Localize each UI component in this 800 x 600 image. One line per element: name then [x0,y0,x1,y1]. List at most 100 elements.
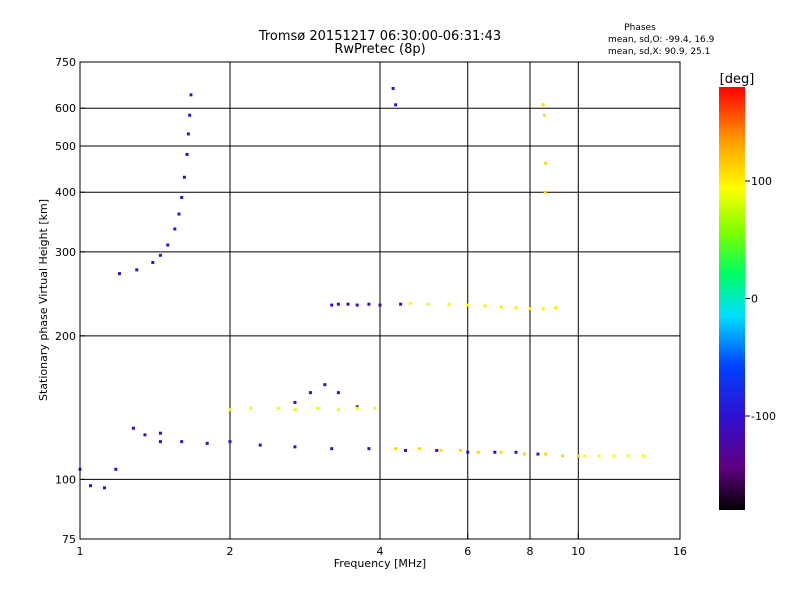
data-point [493,450,497,454]
phases-x-line: mean, sd,X: 90.9, 25.1 [608,47,710,57]
data-point [135,268,139,272]
data-point [330,447,334,451]
data-point [373,406,377,410]
data-point [514,450,518,454]
data-point [403,448,407,452]
data-point [308,391,312,395]
y-tick-label: 100 [55,473,76,486]
data-point [447,302,451,306]
data-point [544,452,548,456]
data-point [182,175,186,179]
data-point [476,450,480,454]
data-point [158,440,162,444]
data-point [576,454,580,458]
data-points [78,86,645,490]
chart-title: Tromsø 20151217 06:30:00-06:31:43 [258,29,501,44]
data-point [541,103,545,107]
data-point [583,454,587,458]
data-point [466,450,470,454]
y-axis-label: Stationary phase Virtual Height [km] [37,199,50,401]
data-point [249,406,253,410]
data-point [612,454,616,458]
data-point [180,195,184,199]
y-tick-label: 200 [55,330,76,343]
data-point [458,448,462,452]
data-point [541,307,545,311]
x-tick-label: 2 [227,545,234,558]
data-point [641,454,645,458]
colorbar-tick-label: 100 [751,175,772,188]
x-tick-label: 8 [527,545,534,558]
data-point [166,243,170,247]
data-point [293,445,297,449]
data-point [346,302,350,306]
data-point [466,303,470,307]
data-point [499,305,503,309]
data-point [117,272,121,276]
colorbar-tick-label: 0 [751,293,758,306]
data-point [561,454,565,458]
x-tick-label: 1 [77,545,84,558]
data-point [293,400,297,404]
data-point [543,190,547,194]
data-point [173,227,177,231]
x-axis-ticks: 1 2 4 6 8 10 16 [77,534,687,558]
data-point [355,303,359,307]
data-point [180,440,184,444]
data-point [228,440,232,444]
data-point [542,113,546,117]
data-point [367,302,371,306]
data-point [426,302,430,306]
data-point [131,426,135,430]
data-point [323,383,327,387]
data-point [417,447,421,451]
colorbar-ticks: 100 0 -100 [745,175,776,423]
data-point [391,86,395,90]
data-point [355,406,359,410]
data-point [205,441,209,445]
data-point [158,431,162,435]
data-point [78,467,82,471]
data-point [276,406,280,410]
x-axis-label: Frequency [MHz] [334,557,426,570]
data-point [499,450,503,454]
x-tick-label: 6 [464,545,471,558]
data-point [536,452,540,456]
data-point [114,467,118,471]
data-point [394,447,398,451]
data-point [143,433,147,437]
data-point [336,391,340,395]
y-axis-ticks: 75 100 200 300 400 500 600 750 [55,56,85,546]
data-point [514,306,518,310]
x-tick-label: 10 [571,545,585,558]
data-point [439,448,443,452]
data-point [103,486,107,490]
x-tick-label: 16 [673,545,687,558]
data-point [394,103,398,107]
data-point [188,113,192,117]
y-tick-label: 750 [55,56,76,69]
y-tick-label: 75 [62,533,76,546]
data-point [378,303,382,307]
data-point [316,406,320,410]
data-point [523,452,527,456]
data-point [626,454,630,458]
phases-title: Phases [624,23,656,33]
data-point [185,152,189,156]
data-point [399,302,403,306]
data-point [189,93,193,97]
colorbar-label: [deg] [720,72,755,87]
data-point [330,303,334,307]
data-point [228,408,232,412]
data-point [597,454,601,458]
data-point [186,132,190,136]
grid-lines [80,62,680,539]
y-tick-label: 500 [55,140,76,153]
colorbar [719,87,745,510]
data-point [408,301,412,305]
data-point [293,408,297,412]
x-tick-label: 4 [377,545,384,558]
data-point [89,484,93,488]
data-point [177,212,181,216]
